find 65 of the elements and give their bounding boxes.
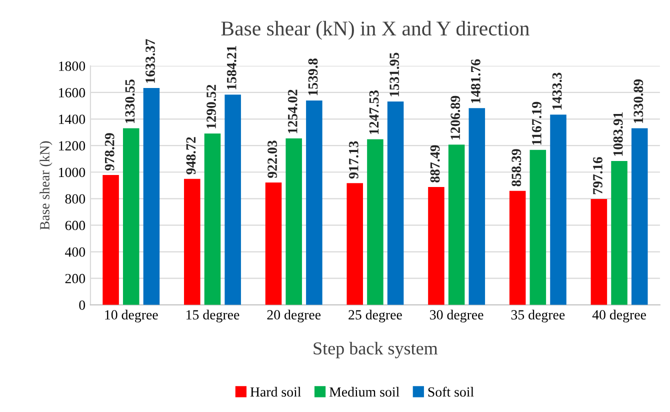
data-label: 1254.02	[288, 90, 298, 134]
data-label: 1167.19	[532, 102, 542, 145]
x-tick-label: 35 degree	[511, 310, 565, 322]
y-tick-label: 200	[65, 274, 86, 284]
legend-label: Soft soil	[428, 386, 474, 397]
y-tick-label: 1800	[59, 62, 86, 71]
data-label: 1083.91	[613, 112, 623, 156]
x-tick-label: 25 degree	[348, 310, 402, 322]
data-label: 1290.52	[206, 84, 216, 128]
y-tick-label: 0	[79, 300, 86, 310]
y-tick-label: 600	[65, 220, 86, 230]
data-label: 917.13	[349, 141, 358, 179]
data-label: 978.29	[104, 133, 114, 170]
y-tick-label: 1400	[59, 114, 86, 124]
bar	[306, 100, 322, 305]
bar	[428, 187, 444, 305]
legend-label: Medium soil	[329, 386, 400, 397]
bar	[611, 160, 628, 305]
x-axis-title: Step back system	[314, 342, 438, 358]
data-label: 1539.8	[308, 58, 318, 96]
bar	[346, 183, 363, 305]
bar	[204, 134, 221, 305]
data-label: 1584.21	[226, 46, 236, 90]
bar	[448, 144, 465, 305]
bar	[265, 182, 282, 305]
data-label: 858.39	[512, 149, 522, 186]
y-tick-label: 800	[65, 194, 86, 204]
bar	[468, 108, 486, 305]
bar	[224, 94, 241, 305]
data-label: 1330.89	[634, 79, 644, 123]
data-label: 1481.76	[471, 59, 480, 103]
bar	[286, 138, 302, 305]
data-label: 887.49	[430, 145, 440, 182]
bar	[102, 175, 119, 305]
bar	[530, 150, 546, 305]
x-tick-label: 10 degree	[105, 310, 158, 322]
data-label: 1531.95	[390, 52, 400, 96]
y-tick-label: 1600	[59, 88, 86, 98]
x-tick-label: 20 degree	[267, 310, 321, 322]
bar	[631, 128, 648, 305]
chart-title: Base shear (kN) in X and Y direction	[221, 20, 530, 40]
bar	[509, 190, 526, 305]
y-tick-label: 1000	[59, 168, 86, 178]
data-label: 1633.37	[146, 39, 156, 83]
bar	[143, 88, 160, 305]
y-tick-label: 400	[65, 247, 86, 257]
bar	[367, 139, 384, 305]
bar	[387, 102, 404, 305]
legend-label: Hard soil	[250, 386, 301, 397]
bar	[184, 178, 200, 305]
data-label: 948.72	[186, 137, 196, 174]
bar	[590, 199, 608, 305]
bar	[122, 128, 140, 305]
y-tick-label: 1200	[59, 141, 86, 151]
bar	[550, 114, 566, 305]
data-label: 1206.89	[450, 96, 460, 140]
data-label: 922.03	[268, 140, 278, 178]
data-label: 1330.55	[125, 79, 135, 123]
x-tick-label: 30 degree	[430, 310, 484, 322]
data-label: 1433.3	[552, 72, 562, 110]
y-axis-title: Base shear (kN)	[40, 141, 52, 230]
data-label: 797.16	[593, 157, 602, 194]
x-tick-label: 40 degree	[592, 310, 646, 322]
data-label: 1247.53	[369, 90, 379, 134]
x-tick-label: 15 degree	[186, 310, 240, 322]
